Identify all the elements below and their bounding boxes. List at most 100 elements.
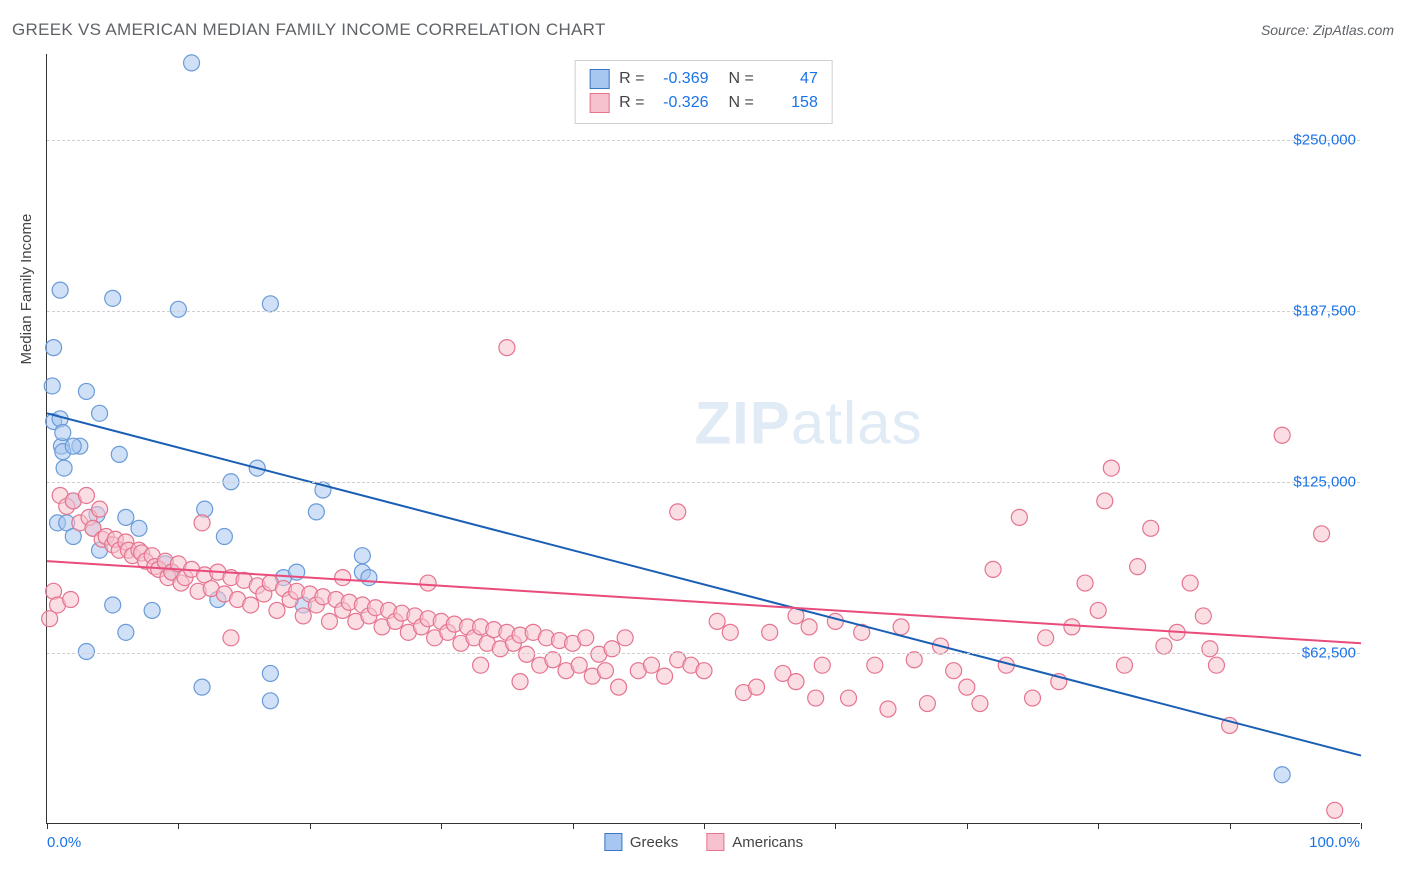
scatter-point bbox=[78, 487, 94, 503]
legend-stat-row: R =-0.369N =47 bbox=[589, 67, 818, 91]
y-tick-label: $250,000 bbox=[1293, 131, 1362, 148]
legend-statistics: R =-0.369N =47R =-0.326N =158 bbox=[574, 60, 833, 124]
scatter-point bbox=[1156, 638, 1172, 654]
scatter-point bbox=[906, 652, 922, 668]
stat-n-label: N = bbox=[729, 70, 754, 88]
x-tick bbox=[573, 823, 574, 829]
scatter-point bbox=[118, 509, 134, 525]
scatter-point bbox=[670, 504, 686, 520]
scatter-point bbox=[696, 663, 712, 679]
scatter-point bbox=[1077, 575, 1093, 591]
scatter-point bbox=[814, 657, 830, 673]
scatter-point bbox=[972, 696, 988, 712]
scatter-point bbox=[131, 520, 147, 536]
scatter-point bbox=[1025, 690, 1041, 706]
scatter-point bbox=[354, 548, 370, 564]
x-tick bbox=[310, 823, 311, 829]
scatter-point bbox=[749, 679, 765, 695]
scatter-point bbox=[1195, 608, 1211, 624]
scatter-point bbox=[184, 55, 200, 71]
scatter-point bbox=[1143, 520, 1159, 536]
legend-item: Greeks bbox=[604, 833, 678, 851]
scatter-point bbox=[512, 674, 528, 690]
gridline bbox=[47, 653, 1360, 654]
scatter-point bbox=[223, 630, 239, 646]
scatter-point bbox=[295, 608, 311, 624]
scatter-point bbox=[519, 646, 535, 662]
scatter-point bbox=[722, 624, 738, 640]
scatter-point bbox=[499, 340, 515, 356]
scatter-point bbox=[808, 690, 824, 706]
x-tick bbox=[967, 823, 968, 829]
x-tick bbox=[1230, 823, 1231, 829]
gridline bbox=[47, 140, 1360, 141]
scatter-point bbox=[762, 624, 778, 640]
scatter-point bbox=[643, 657, 659, 673]
scatter-point bbox=[657, 668, 673, 684]
scatter-point bbox=[262, 296, 278, 312]
scatter-point bbox=[604, 641, 620, 657]
scatter-point bbox=[1130, 559, 1146, 575]
scatter-point bbox=[78, 644, 94, 660]
scatter-point bbox=[269, 602, 285, 618]
stat-n-value: 47 bbox=[764, 70, 818, 88]
y-axis-title: Median Family Income bbox=[18, 214, 35, 365]
scatter-point bbox=[105, 290, 121, 306]
stat-n-label: N = bbox=[729, 94, 754, 112]
scatter-point bbox=[571, 657, 587, 673]
x-axis-max-label: 100.0% bbox=[1309, 834, 1360, 851]
y-tick-label: $125,000 bbox=[1293, 473, 1362, 490]
scatter-point bbox=[1064, 619, 1080, 635]
scatter-point bbox=[46, 340, 62, 356]
scatter-point bbox=[1097, 493, 1113, 509]
scatter-point bbox=[919, 696, 935, 712]
scatter-point bbox=[985, 561, 1001, 577]
plot-area: ZIPatlas R =-0.369N =47R =-0.326N =158 G… bbox=[46, 54, 1360, 824]
scatter-point bbox=[194, 679, 210, 695]
gridline bbox=[47, 482, 1360, 483]
scatter-point bbox=[827, 613, 843, 629]
x-tick bbox=[704, 823, 705, 829]
x-tick bbox=[47, 823, 48, 829]
chart-header: GREEK VS AMERICAN MEDIAN FAMILY INCOME C… bbox=[12, 20, 1394, 40]
scatter-point bbox=[63, 592, 79, 608]
scatter-point bbox=[335, 570, 351, 586]
scatter-point bbox=[1103, 460, 1119, 476]
stat-r-value: -0.369 bbox=[655, 70, 709, 88]
scatter-point bbox=[243, 597, 259, 613]
scatter-point bbox=[1327, 802, 1343, 818]
scatter-point bbox=[578, 630, 594, 646]
legend-swatch bbox=[589, 93, 609, 113]
scatter-point bbox=[78, 383, 94, 399]
scatter-point bbox=[308, 504, 324, 520]
scatter-point bbox=[44, 378, 60, 394]
scatter-point bbox=[841, 690, 857, 706]
legend-item: Americans bbox=[706, 833, 803, 851]
y-tick-label: $62,500 bbox=[1302, 644, 1362, 661]
scatter-point bbox=[893, 619, 909, 635]
scatter-point bbox=[867, 657, 883, 673]
x-tick bbox=[835, 823, 836, 829]
stat-n-value: 158 bbox=[764, 94, 818, 112]
legend-swatch bbox=[604, 833, 622, 851]
scatter-point bbox=[1038, 630, 1054, 646]
scatter-point bbox=[105, 597, 121, 613]
scatter-point bbox=[959, 679, 975, 695]
scatter-point bbox=[611, 679, 627, 695]
scatter-point bbox=[1202, 641, 1218, 657]
stat-r-label: R = bbox=[619, 94, 644, 112]
scatter-point bbox=[1090, 602, 1106, 618]
scatter-point bbox=[880, 701, 896, 717]
legend-swatch bbox=[589, 69, 609, 89]
legend-label: Greeks bbox=[630, 834, 678, 851]
scatter-point bbox=[361, 570, 377, 586]
legend-swatch bbox=[706, 833, 724, 851]
scatter-point bbox=[1274, 767, 1290, 783]
scatter-point bbox=[52, 282, 68, 298]
legend-label: Americans bbox=[732, 834, 803, 851]
scatter-point bbox=[194, 515, 210, 531]
scatter-point bbox=[545, 652, 561, 668]
scatter-point bbox=[709, 613, 725, 629]
scatter-point bbox=[1274, 427, 1290, 443]
scatter-point bbox=[118, 624, 134, 640]
